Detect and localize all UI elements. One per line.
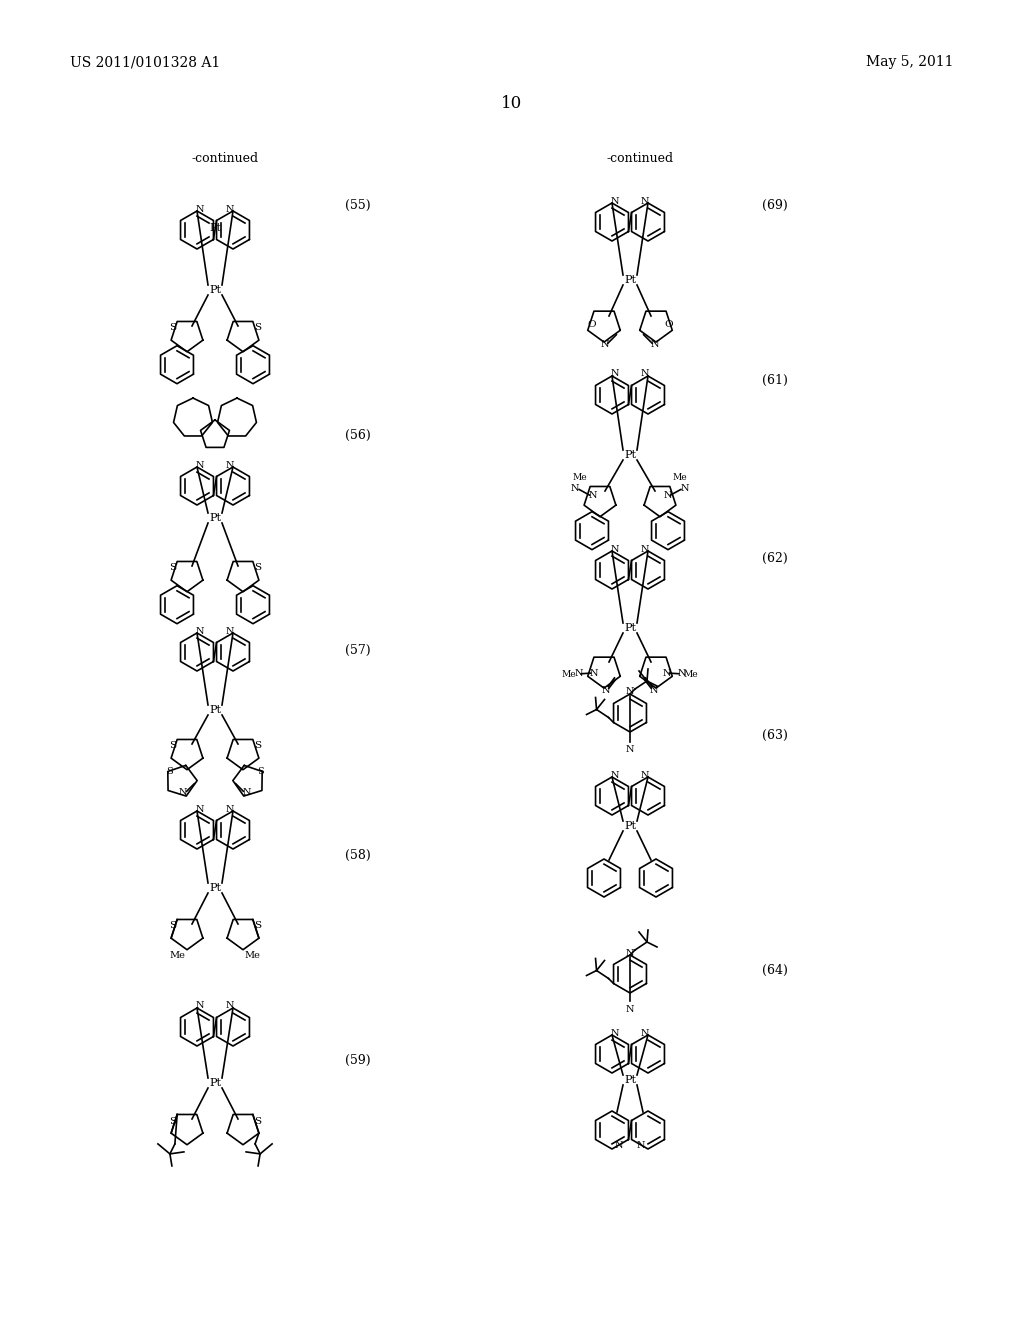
Text: N: N <box>614 1142 624 1151</box>
Text: (61): (61) <box>762 374 787 387</box>
Text: Pt: Pt <box>624 821 636 832</box>
Text: Pt: Pt <box>624 1074 636 1085</box>
Text: Me: Me <box>170 950 185 960</box>
Text: N: N <box>571 484 580 494</box>
Text: N: N <box>610 370 620 379</box>
Text: N: N <box>196 205 204 214</box>
Text: Pt: Pt <box>624 450 636 459</box>
Text: (56): (56) <box>345 429 371 441</box>
Text: N: N <box>610 771 620 780</box>
Text: Me: Me <box>673 473 687 482</box>
Text: N: N <box>178 788 187 797</box>
Text: -continued: -continued <box>191 152 259 165</box>
Text: N: N <box>602 686 610 694</box>
Text: S: S <box>257 767 264 776</box>
Text: N: N <box>626 1005 634 1014</box>
Text: S: S <box>169 921 176 931</box>
Text: N: N <box>589 669 598 677</box>
Text: S: S <box>166 767 173 776</box>
Text: S: S <box>254 742 261 751</box>
Text: S: S <box>254 564 261 573</box>
Text: N: N <box>574 669 583 678</box>
Text: N: N <box>650 686 658 694</box>
Text: N: N <box>196 461 204 470</box>
Text: Pt: Pt <box>624 275 636 285</box>
Text: (63): (63) <box>762 729 787 742</box>
Text: N: N <box>196 1002 204 1011</box>
Text: S: S <box>169 742 176 751</box>
Text: N: N <box>641 544 649 553</box>
Text: Me: Me <box>561 669 577 678</box>
Text: N: N <box>225 627 234 635</box>
Text: O: O <box>664 319 673 329</box>
Text: N: N <box>651 339 659 348</box>
Text: N: N <box>225 1002 234 1011</box>
Text: S: S <box>254 1117 261 1126</box>
Text: Pt: Pt <box>209 883 221 894</box>
Text: Pt: Pt <box>209 223 221 234</box>
Text: N: N <box>196 627 204 635</box>
Text: (55): (55) <box>345 198 371 211</box>
Text: S: S <box>169 323 176 333</box>
Text: S: S <box>254 921 261 931</box>
Text: N: N <box>610 197 620 206</box>
Text: N: N <box>626 746 634 755</box>
Text: (59): (59) <box>345 1053 371 1067</box>
Text: Pt: Pt <box>209 1078 221 1088</box>
Text: N: N <box>588 491 597 500</box>
Text: N: N <box>641 771 649 780</box>
Text: N: N <box>601 339 609 348</box>
Text: US 2011/0101328 A1: US 2011/0101328 A1 <box>70 55 220 69</box>
Text: N: N <box>610 544 620 553</box>
Text: S: S <box>169 564 176 573</box>
Text: N: N <box>196 804 204 813</box>
Text: Pt: Pt <box>624 623 636 634</box>
Text: 10: 10 <box>502 95 522 111</box>
Text: N: N <box>663 669 671 677</box>
Text: -continued: -continued <box>606 152 674 165</box>
Text: Me: Me <box>684 669 698 678</box>
Text: N: N <box>225 804 234 813</box>
Text: N: N <box>626 949 634 957</box>
Text: N: N <box>664 491 672 500</box>
Text: Me: Me <box>572 473 588 482</box>
Text: N: N <box>610 1028 620 1038</box>
Text: N: N <box>681 484 689 494</box>
Text: N: N <box>225 205 234 214</box>
Text: (58): (58) <box>345 849 371 862</box>
Text: (62): (62) <box>762 552 787 565</box>
Text: O: O <box>588 319 596 329</box>
Text: (69): (69) <box>762 198 787 211</box>
Text: S: S <box>254 323 261 333</box>
Text: N: N <box>637 1142 645 1151</box>
Text: N: N <box>225 461 234 470</box>
Text: Pt: Pt <box>209 513 221 523</box>
Text: N: N <box>641 370 649 379</box>
Text: N: N <box>243 788 251 797</box>
Text: Pt: Pt <box>209 285 221 294</box>
Text: N: N <box>641 1028 649 1038</box>
Text: N: N <box>641 197 649 206</box>
Text: May 5, 2011: May 5, 2011 <box>866 55 954 69</box>
Text: N: N <box>626 688 634 697</box>
Text: N: N <box>678 669 686 678</box>
Text: S: S <box>169 1117 176 1126</box>
Text: Me: Me <box>245 950 260 960</box>
Text: Pt: Pt <box>209 705 221 715</box>
Text: (57): (57) <box>345 644 371 656</box>
Text: (64): (64) <box>762 964 787 977</box>
